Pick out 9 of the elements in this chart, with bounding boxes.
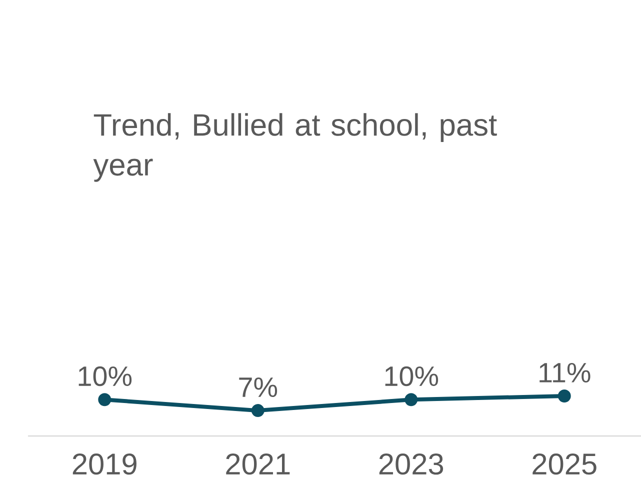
- x-tick-label: 2023: [379, 454, 444, 475]
- data-label: 10%: [385, 366, 438, 386]
- x-tick-label: 2019: [72, 454, 136, 475]
- data-label: 7%: [239, 377, 278, 398]
- x-tick-label: 2021: [226, 454, 290, 475]
- data-label: 10%: [78, 366, 132, 386]
- x-tick-label: 2025: [532, 454, 596, 475]
- chart-title: Trend, Bullied at school, past year: [93, 113, 497, 182]
- data-label: 11%: [540, 362, 590, 382]
